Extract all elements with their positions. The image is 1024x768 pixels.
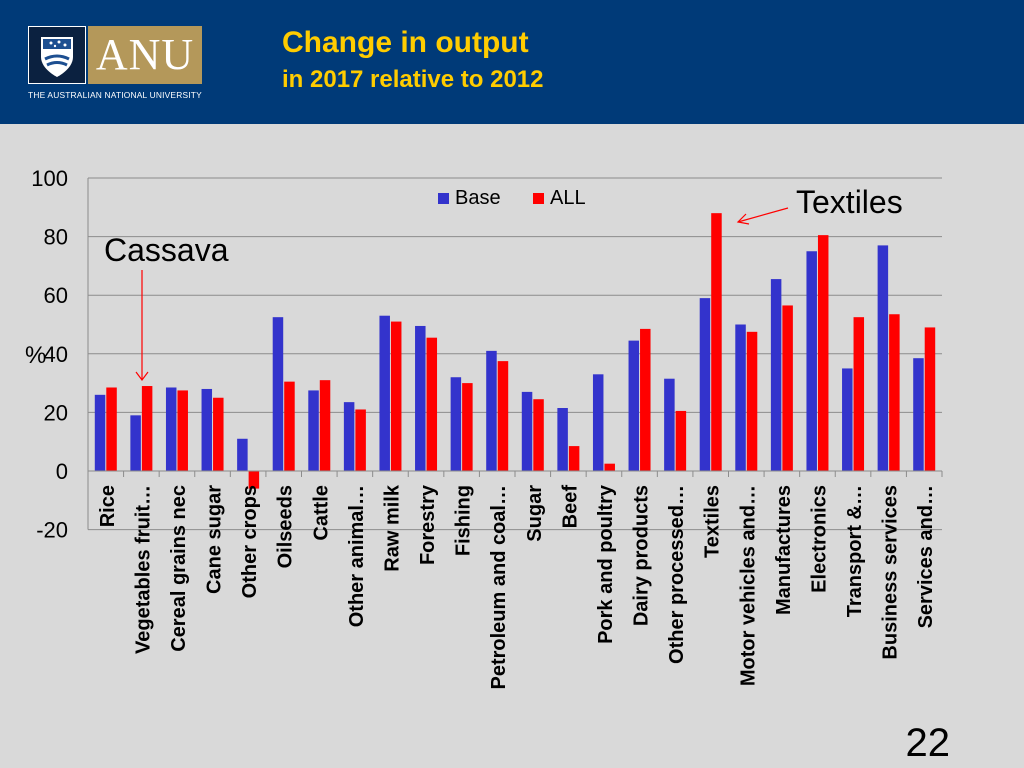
annotation-cassava: Cassava: [104, 232, 229, 268]
x-tick-label: Cattle: [310, 485, 332, 541]
y-axis-label: %: [25, 342, 46, 369]
x-tick-label: Textiles: [702, 485, 724, 558]
bar-all: [853, 317, 865, 471]
textiles-arrowhead: [736, 213, 750, 225]
y-tick-label: 80: [44, 225, 68, 250]
textiles-arrow: [737, 207, 789, 223]
x-tick-label: Vegetables fruit…: [132, 485, 154, 654]
bar-base: [237, 438, 248, 471]
x-tick-label: Forestry: [417, 484, 439, 565]
bar-all: [141, 386, 153, 471]
annotation-textiles: Textiles: [796, 184, 903, 220]
bar-all: [746, 331, 758, 471]
bar-base: [557, 408, 568, 471]
bar-all: [213, 397, 224, 471]
x-tick-label: Dairy products: [631, 485, 653, 626]
bar-all: [817, 235, 829, 471]
bar-all: [106, 387, 117, 471]
y-tick-label: 100: [31, 166, 68, 191]
bar-base: [735, 324, 746, 471]
x-tick-label: Petroleum and coal…: [488, 485, 510, 689]
page-number: 22: [905, 721, 951, 765]
crest-icon: [28, 26, 86, 84]
x-tick-label: Fishing: [453, 485, 475, 556]
bar-all: [462, 383, 473, 471]
bar-base: [94, 394, 106, 471]
cassava-arrowhead: [135, 371, 149, 381]
bar-all: [924, 327, 936, 471]
x-tick-label: Services and…: [915, 485, 937, 628]
x-tick-label: Cereal grains nec: [168, 485, 190, 652]
x-tick-label: Cane sugar: [204, 485, 226, 594]
bar-base: [343, 402, 355, 471]
bar-all: [177, 390, 188, 471]
legend-label-all: ALL: [550, 187, 586, 209]
bar-all: [390, 321, 402, 471]
legend-swatch-all: [533, 193, 544, 204]
x-tick-label: Oilseeds: [275, 485, 297, 568]
bar-all: [426, 337, 438, 471]
y-tick-label: -20: [36, 518, 68, 543]
bar-base: [770, 279, 782, 471]
bar-all: [355, 409, 366, 471]
bar-base: [913, 358, 924, 471]
bar-base: [415, 325, 426, 471]
bar-base: [877, 245, 889, 471]
x-tick-label: Beef: [559, 485, 581, 529]
x-tick-label: Business services: [880, 485, 902, 660]
bar-base: [165, 387, 177, 471]
anu-logo: ANU THE AUSTRALIAN NATIONAL UNIVERSITY: [28, 26, 202, 114]
y-tick-label: 60: [44, 283, 68, 308]
bar-base: [664, 378, 675, 471]
bar-base: [130, 415, 141, 471]
bar-all: [889, 314, 900, 471]
x-tick-label: Raw milk: [381, 484, 403, 572]
logo-text: ANU: [88, 26, 202, 84]
bar-all: [497, 361, 509, 471]
bar-base: [842, 368, 853, 471]
x-tick-label: Other crops: [239, 485, 261, 598]
bar-all: [604, 463, 615, 471]
x-tick-label: Electronics: [808, 485, 830, 593]
bar-all: [319, 380, 331, 471]
x-tick-label: Transport &…: [844, 485, 866, 617]
y-tick-label: 0: [56, 459, 68, 484]
bar-all: [782, 305, 793, 471]
legend-swatch-base: [438, 193, 449, 204]
bar-base: [521, 391, 533, 471]
bar-base: [628, 340, 640, 471]
bar-base: [806, 251, 817, 471]
slide-title: Change in output: [282, 26, 529, 59]
bar-all: [248, 471, 260, 489]
x-tick-label: Other processed…: [666, 485, 688, 664]
bar-base: [272, 317, 284, 471]
bar-all: [711, 213, 722, 471]
legend-label-base: Base: [455, 187, 501, 209]
bar-base: [379, 315, 390, 471]
bar-all: [675, 410, 687, 471]
bar-all: [640, 328, 651, 471]
x-tick-label: Sugar: [524, 485, 546, 542]
bar-all: [284, 381, 295, 471]
slide-header: ANU THE AUSTRALIAN NATIONAL UNIVERSITY C…: [0, 0, 1024, 124]
x-tick-label: Other animal…: [346, 485, 368, 627]
y-tick-label: 20: [44, 400, 68, 425]
x-tick-label: Manufactures: [773, 485, 795, 615]
bar-base: [450, 377, 462, 471]
x-tick-label: Rice: [97, 485, 119, 527]
x-tick-label: Pork and poultry: [595, 484, 617, 644]
bar-base: [486, 350, 497, 471]
slide-subtitle: in 2017 relative to 2012: [282, 66, 544, 93]
university-name: THE AUSTRALIAN NATIONAL UNIVERSITY: [28, 90, 202, 100]
bar-base: [592, 374, 604, 471]
bar-chart: -20 0 20 40 60 80 100% Rice Vegetables fruit… Cer…: [25, 166, 943, 690]
bar-base: [201, 388, 213, 471]
bar-all: [533, 399, 544, 471]
bar-base: [699, 298, 711, 471]
bar-base: [308, 390, 319, 471]
x-tick-label: Motor vehicles and…: [737, 485, 759, 686]
y-tick-label: 40: [44, 342, 68, 367]
bar-all: [568, 446, 580, 471]
